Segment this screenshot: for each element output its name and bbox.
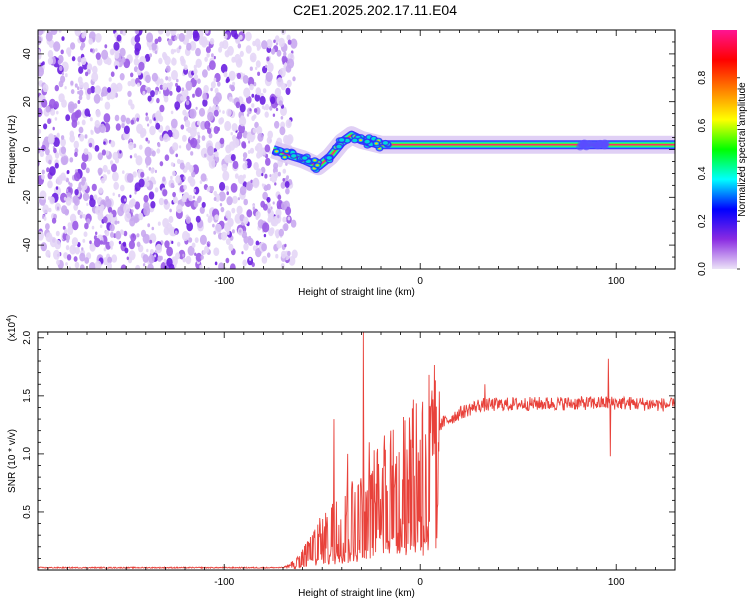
snr-y-multiplier: (x104)	[6, 315, 18, 342]
spectrogram-y-tick-label: 0	[22, 146, 33, 152]
spectrogram-y-tick-label: 20	[22, 96, 33, 108]
snr-series-line	[38, 332, 675, 570]
spectrogram-x-tick-label: -100	[214, 276, 234, 287]
spectrogram-x-tick-label: 100	[608, 276, 625, 287]
colorbar-tick-label: 0.4	[697, 166, 708, 180]
snr-y-tick-label: 2.0	[22, 330, 33, 344]
colorbar: 0.0 0.2 0.4 0.6 0.8 Normalized spectral ampli…	[697, 30, 748, 276]
track-blobs	[271, 133, 610, 173]
svg-text:(x104): (x104)	[6, 315, 18, 342]
snr-frame	[37, 331, 676, 571]
spectrogram-panel: -100 0 100 -40 -20 0 20 40 Height of straight li…	[7, 29, 676, 298]
snr-panel: -100 0 100 0.5 1.0 1.5 2.0 Height of straight l…	[6, 315, 676, 599]
snr-y-axis-label: SNR (10 * v/v)	[7, 429, 18, 493]
snr-x-axis-label: Height of straight line (km)	[298, 588, 415, 599]
snr-y-tick-label: 1.5	[22, 388, 33, 402]
snr-x-tick-label: 100	[608, 577, 625, 588]
snr-y-tick-label: 1.0	[22, 447, 33, 461]
spectrogram-x-tick-label: 0	[417, 276, 423, 287]
colorbar-label: Normalized spectral amplitude	[737, 82, 748, 217]
colorbar-gradient	[712, 30, 737, 269]
snr-x-ticks	[47, 332, 676, 570]
spectrogram-y-tick-label: -20	[22, 190, 33, 205]
colorbar-tick-label: 0.6	[697, 118, 708, 132]
snr-y-tick-label: 0.5	[22, 505, 33, 519]
figure-title: C2E1.2025.202.17.11.E04	[293, 2, 457, 18]
snr-plot	[38, 332, 675, 570]
snr-y-ticks	[38, 337, 675, 559]
colorbar-tick-label: 0.2	[697, 214, 708, 228]
snr-x-tick-label: -100	[214, 577, 234, 588]
colorbar-tick-label: 0.8	[697, 70, 708, 84]
spectrogram-x-ticks	[47, 30, 676, 269]
spectrogram-y-tick-label: -40	[22, 237, 33, 252]
spectrogram-plot	[38, 30, 675, 269]
noise-speckle	[38, 30, 298, 269]
snr-x-tick-label: 0	[417, 577, 423, 588]
spectrogram-x-axis-label: Height of straight line (km)	[298, 287, 415, 298]
colorbar-tick-label: 0.0	[697, 262, 708, 276]
spectrogram-y-axis-label: Frequency (Hz)	[7, 115, 18, 184]
spectrogram-y-ticks	[38, 29, 675, 270]
spectrogram-y-tick-label: 40	[22, 48, 33, 60]
